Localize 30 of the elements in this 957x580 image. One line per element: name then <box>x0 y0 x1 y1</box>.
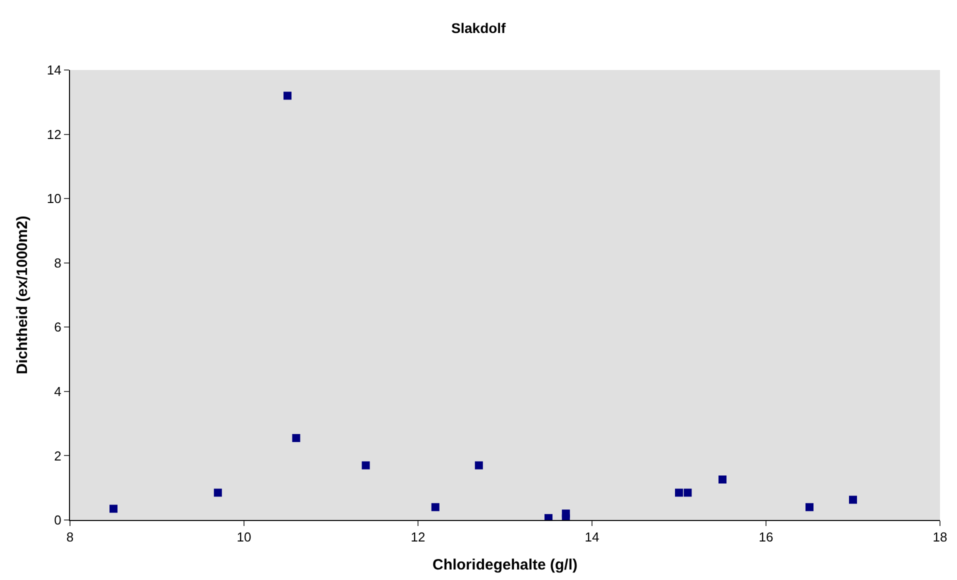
x-tick-label: 8 <box>66 530 74 545</box>
y-tick-label: 6 <box>54 320 62 335</box>
x-tick-label: 16 <box>758 530 774 545</box>
y-tick-label: 10 <box>46 191 62 206</box>
y-tick-label: 12 <box>46 126 62 142</box>
chart-title: Slakdolf <box>451 20 506 36</box>
point <box>110 504 118 513</box>
point <box>806 503 814 512</box>
point <box>284 92 292 100</box>
x-tick-label: 10 <box>236 530 252 545</box>
x-axis-title: Chloridegehalte (g/l) <box>432 556 578 574</box>
x-tick-label: 18 <box>932 530 948 545</box>
point <box>849 496 857 504</box>
y-tick-label: 2 <box>54 448 62 464</box>
point <box>718 476 726 484</box>
point <box>292 434 300 442</box>
point <box>675 488 683 497</box>
point <box>362 461 370 470</box>
x-tick-label: 14 <box>584 530 600 545</box>
point <box>684 488 692 497</box>
point <box>431 503 440 512</box>
y-tick-label: 0 <box>54 512 62 528</box>
y-tick-label: 8 <box>54 255 62 270</box>
y-tick-label: 14 <box>46 62 62 78</box>
point <box>474 461 483 470</box>
y-axis-title: Dichtheid (ex/1000m2) <box>14 216 32 374</box>
x-tick-label: 12 <box>410 530 426 545</box>
point <box>214 488 222 497</box>
y-tick-label: 4 <box>54 384 62 399</box>
point <box>562 510 570 518</box>
